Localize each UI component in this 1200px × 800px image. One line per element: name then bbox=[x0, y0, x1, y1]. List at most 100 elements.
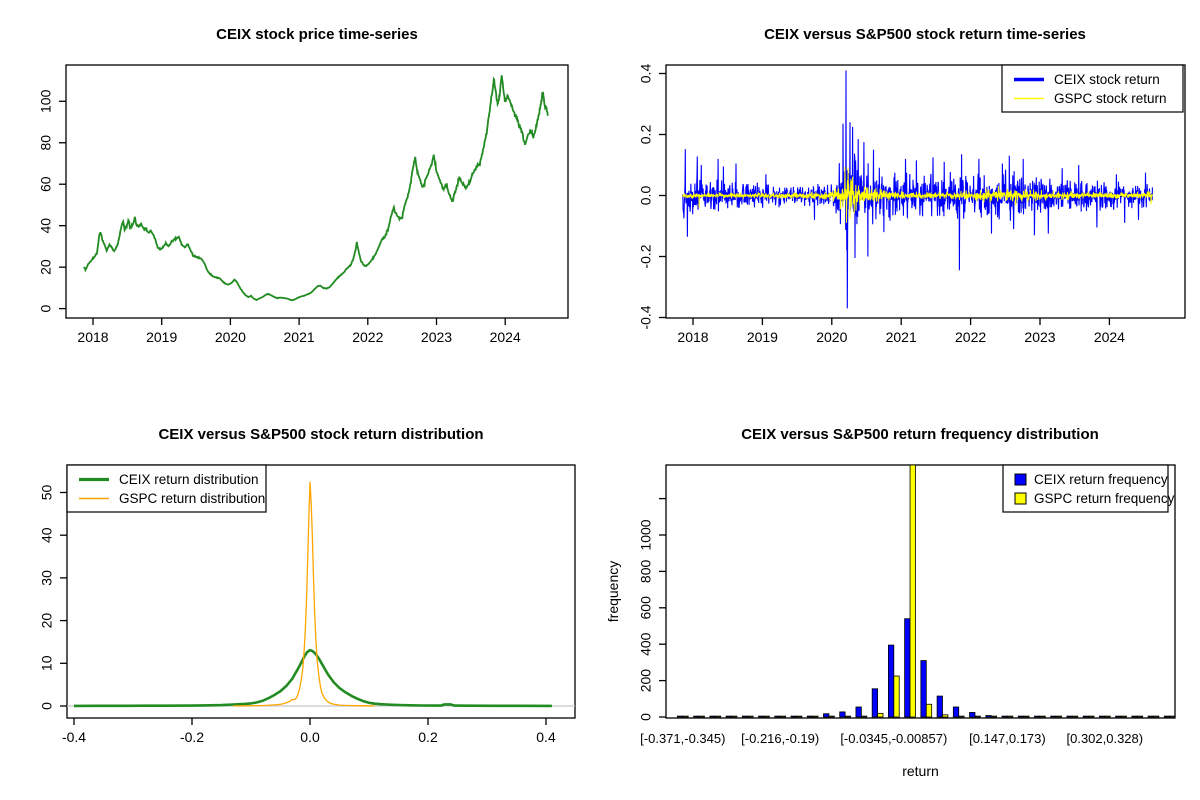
ceix-freq-bar bbox=[806, 715, 814, 718]
price-line-chart: 2018 2019 2020 2021 2022 2023 2024 0 20 40 60 80 100 bbox=[38, 64, 569, 345]
gspc-freq-bar bbox=[698, 715, 705, 718]
bar-series bbox=[677, 464, 1176, 718]
svg-text:-0.4: -0.4 bbox=[62, 729, 86, 745]
ceix-freq-bar bbox=[1115, 715, 1122, 718]
gspc-freq-bar bbox=[812, 715, 819, 718]
chart-title-frequency: CEIX versus S&P500 return frequency dist… bbox=[741, 426, 1099, 443]
svg-text:2022: 2022 bbox=[955, 329, 986, 345]
svg-text:200: 200 bbox=[638, 669, 654, 693]
ceix-freq-bar bbox=[1050, 715, 1057, 718]
plot-frame: 2018 2019 2020 2021 2022 2023 2024 0 20 40 60 80 100 bbox=[38, 64, 569, 345]
series-ceix-return bbox=[682, 70, 1153, 309]
ceix-freq-bar bbox=[693, 715, 700, 718]
svg-text:CEIX stock return: CEIX stock return bbox=[1054, 72, 1160, 87]
svg-text:400: 400 bbox=[638, 632, 654, 656]
svg-text:2024: 2024 bbox=[490, 329, 521, 345]
bin-label: [0.147,0.173) bbox=[969, 731, 1046, 746]
ceix-freq-bar bbox=[871, 688, 878, 718]
bin-label: [-0.371,-0.345) bbox=[640, 731, 725, 746]
legend: CEIX return frequency GSPC return frequen… bbox=[1002, 464, 1175, 513]
ceix-freq-bar bbox=[725, 715, 732, 718]
gspc-freq-bar bbox=[942, 714, 949, 718]
ceix-freq-bar bbox=[1001, 715, 1008, 718]
ceix-freq-bar bbox=[1017, 715, 1025, 718]
gspc-freq-bar bbox=[958, 715, 965, 718]
ceix-freq-bar bbox=[1066, 715, 1073, 718]
gspc-freq-bar bbox=[1007, 715, 1014, 718]
series-gspc-return bbox=[682, 166, 1153, 223]
x-axis-label: return bbox=[902, 763, 939, 779]
svg-text:2021: 2021 bbox=[886, 329, 917, 345]
gspc-freq-bar bbox=[1071, 715, 1079, 718]
panel-frequency-chart: 0 200 400 600 800 1000 [-0.371,-0.345) [-0.216,… bbox=[600, 400, 1200, 800]
svg-text:2019: 2019 bbox=[747, 329, 778, 345]
svg-text:2018: 2018 bbox=[677, 329, 708, 345]
svg-text:0.2: 0.2 bbox=[638, 125, 654, 145]
legend: CEIX return distribution GSPC return dist… bbox=[66, 464, 267, 513]
ceix-freq-bar bbox=[839, 711, 846, 718]
gspc-freq-bar bbox=[1120, 715, 1127, 718]
gspc-freq-bar bbox=[1136, 715, 1144, 718]
svg-text:2018: 2018 bbox=[77, 329, 108, 345]
svg-text:0.4: 0.4 bbox=[536, 729, 556, 745]
bin-label: [-0.0345,-0.00857) bbox=[840, 731, 947, 746]
chart-title-returns: CEIX versus S&P500 stock return time-ser… bbox=[764, 26, 1086, 43]
ceix-freq-bar bbox=[1098, 715, 1106, 718]
svg-text:2023: 2023 bbox=[421, 329, 452, 345]
ceix-freq-bar bbox=[904, 618, 911, 718]
svg-text:60: 60 bbox=[38, 176, 54, 192]
svg-text:2024: 2024 bbox=[1094, 329, 1125, 345]
ceix-freq-bar bbox=[1131, 715, 1138, 718]
svg-text:0: 0 bbox=[638, 713, 654, 721]
svg-text:-0.2: -0.2 bbox=[638, 244, 654, 268]
gspc-freq-bar bbox=[714, 715, 722, 718]
density-curve-chart: -0.4 -0.2 0.0 0.2 0.4 0 10 20 30 40 50 CEIX return … bbox=[39, 464, 576, 745]
gspc-freq-bar bbox=[844, 715, 851, 718]
svg-text:GSPC return frequency: GSPC return frequency bbox=[1034, 491, 1175, 506]
ceix-freq-bar bbox=[1034, 715, 1041, 718]
gspc-freq-bar bbox=[990, 715, 998, 718]
svg-text:0.4: 0.4 bbox=[638, 64, 654, 84]
svg-text:20: 20 bbox=[39, 613, 55, 629]
legend-box-sample bbox=[1014, 473, 1027, 486]
ceix-freq-bar bbox=[774, 715, 781, 718]
gspc-freq-bar bbox=[925, 703, 933, 718]
svg-text:30: 30 bbox=[39, 570, 55, 586]
gspc-freq-bar bbox=[1023, 715, 1030, 718]
svg-text:40: 40 bbox=[39, 527, 55, 543]
svg-text:GSPC return distribution: GSPC return distribution bbox=[119, 491, 265, 506]
gspc-freq-bar bbox=[779, 715, 787, 718]
ceix-freq-bar bbox=[1147, 715, 1154, 718]
svg-text:2020: 2020 bbox=[816, 329, 847, 345]
gspc-freq-bar bbox=[1104, 715, 1111, 718]
bin-label: [-0.216,-0.19) bbox=[741, 731, 819, 746]
bin-label: [0.302,0.328) bbox=[1066, 731, 1143, 746]
y-axis-label: frequency bbox=[605, 561, 621, 622]
ceix-freq-bar bbox=[1163, 715, 1171, 718]
svg-text:CEIX return distribution: CEIX return distribution bbox=[119, 472, 259, 487]
gspc-freq-bar bbox=[1169, 715, 1176, 718]
gspc-freq-bar bbox=[1039, 715, 1046, 718]
svg-text:2023: 2023 bbox=[1024, 329, 1055, 345]
chart-title-price: CEIX stock price time-series bbox=[216, 26, 418, 43]
gspc-freq-bar bbox=[974, 715, 981, 718]
gspc-freq-bar bbox=[1088, 715, 1095, 718]
svg-text:0: 0 bbox=[38, 304, 54, 312]
svg-text:-0.4: -0.4 bbox=[638, 305, 654, 329]
ceix-freq-bar bbox=[887, 644, 895, 718]
plot-frame: 2018 2019 2020 2021 2022 2023 2024 -0.4 -0.2 0.0 0… bbox=[638, 64, 1186, 345]
svg-text:1000: 1000 bbox=[638, 519, 654, 550]
gspc-freq-bar bbox=[893, 675, 900, 718]
ceix-freq-bar bbox=[741, 715, 749, 718]
ceix-freq-bar bbox=[936, 695, 943, 718]
panel-price-chart: 2018 2019 2020 2021 2022 2023 2024 0 20 40 60 80 100… bbox=[0, 0, 600, 400]
svg-text:40: 40 bbox=[38, 218, 54, 234]
svg-text:2020: 2020 bbox=[215, 329, 246, 345]
gspc-freq-bar bbox=[747, 715, 754, 718]
ceix-freq-bar bbox=[952, 706, 960, 718]
svg-text:GSPC stock return: GSPC stock return bbox=[1054, 91, 1167, 106]
ceix-freq-bar bbox=[790, 715, 797, 718]
gspc-freq-bar bbox=[860, 715, 868, 718]
svg-text:0.2: 0.2 bbox=[418, 729, 438, 745]
svg-text:0: 0 bbox=[39, 702, 55, 710]
